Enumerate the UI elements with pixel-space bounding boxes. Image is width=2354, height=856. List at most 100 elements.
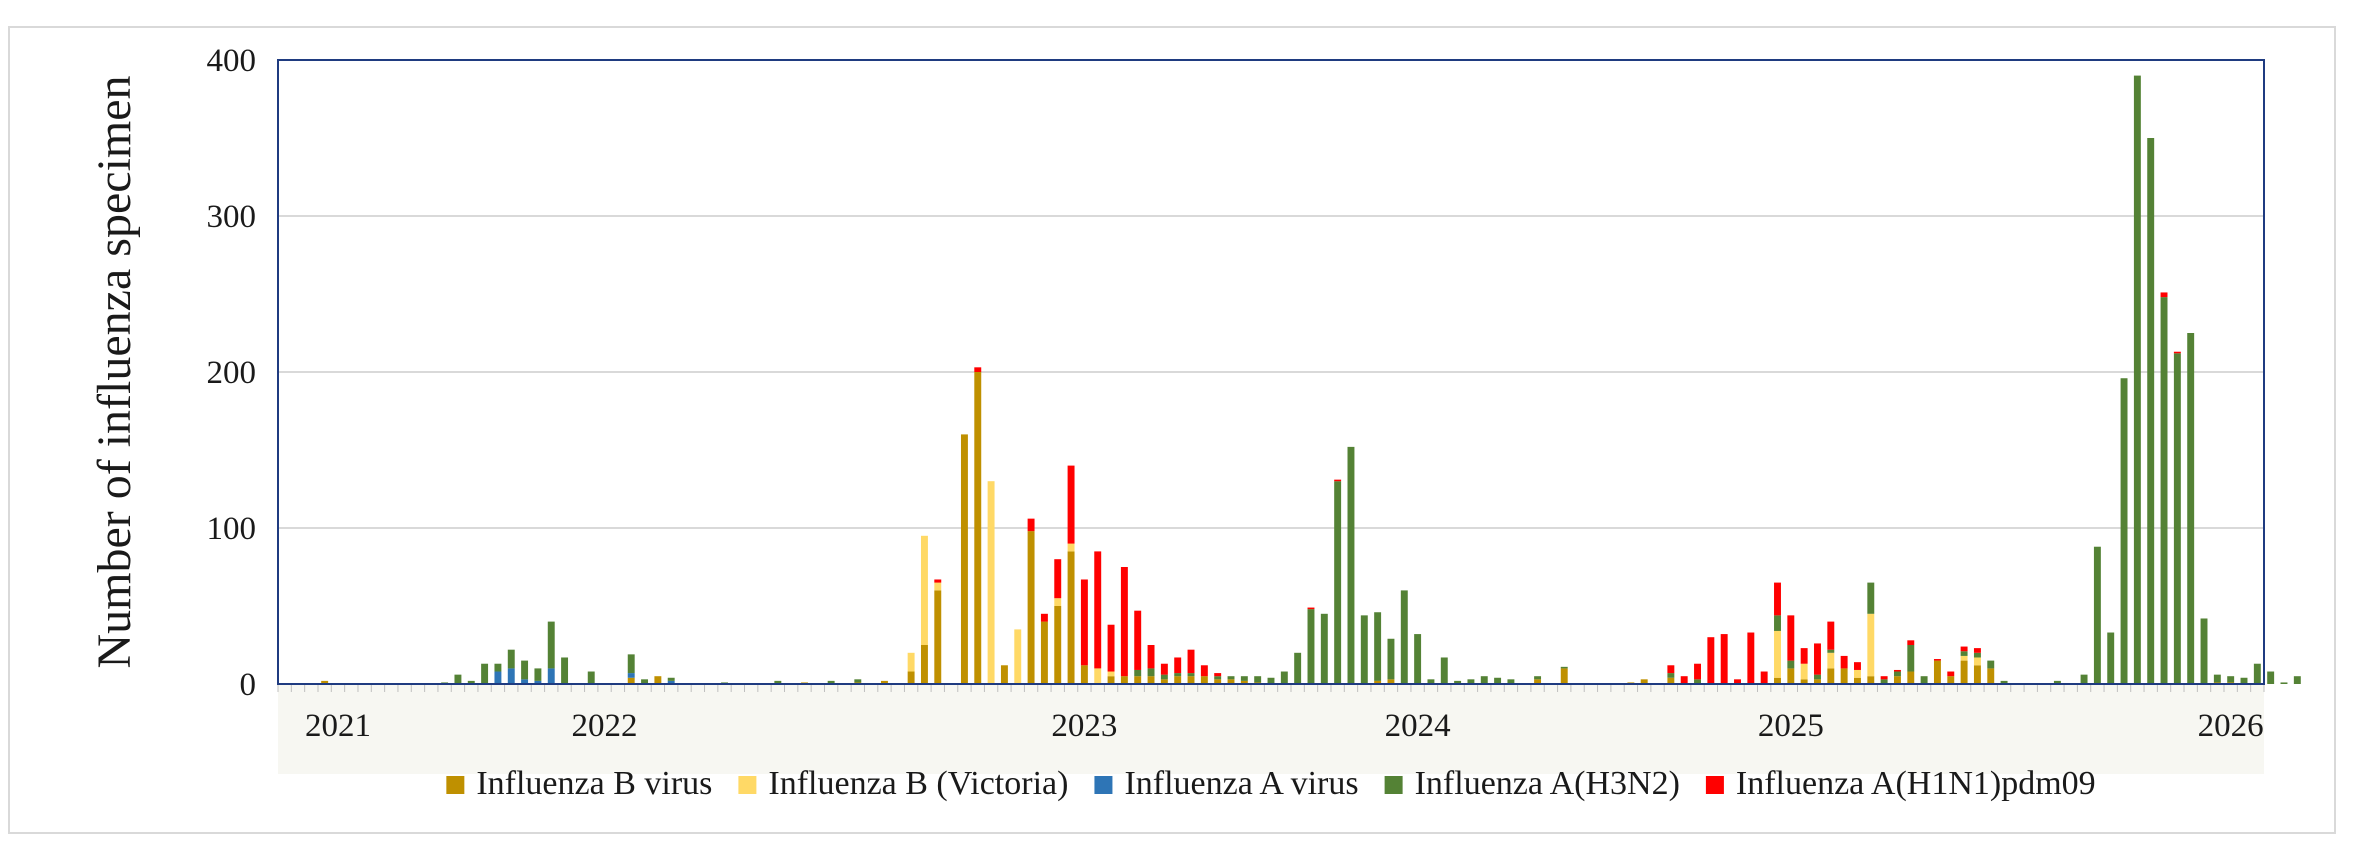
bar	[1187, 673, 1195, 677]
y-tick-label: 100	[207, 511, 257, 547]
bar	[547, 621, 555, 669]
legend-item-influenza-a-h3n2: Influenza A(H3N2)	[1384, 765, 1680, 802]
x-axis-year-labels: 2021 2022 2023 2024 2025 2026	[305, 708, 2264, 744]
bar	[627, 654, 635, 674]
bar	[1040, 621, 1048, 684]
bar	[1854, 669, 1861, 678]
bar	[1560, 668, 1568, 684]
bar	[1667, 665, 1675, 674]
bar	[1240, 676, 1248, 681]
legend-item-influenza-b-victoria: Influenza B (Victoria)	[738, 765, 1068, 802]
bar	[1254, 676, 1262, 683]
bar	[667, 680, 675, 684]
legend-label: Influenza B (Victoria)	[768, 765, 1068, 802]
bar	[1160, 663, 1168, 675]
series-influenza-b-virus	[321, 372, 2235, 684]
bar	[1374, 612, 1382, 681]
bar	[1307, 609, 1315, 684]
bar	[1187, 649, 1195, 674]
bar	[1134, 669, 1142, 677]
bar	[1360, 615, 1368, 684]
bar	[1120, 567, 1128, 677]
bar	[1214, 673, 1222, 677]
bar	[1827, 652, 1835, 669]
bar	[2240, 677, 2248, 684]
bar	[2107, 632, 2115, 684]
bar	[1787, 660, 1795, 669]
bar	[2293, 676, 2301, 684]
bar	[1067, 551, 1075, 684]
bar	[1827, 621, 1835, 650]
y-tick-label: 0	[240, 667, 257, 703]
bar	[494, 663, 502, 672]
figure-frame: 0 100 200 300 400 2021 2022 2023 2024 2025 2026 N…	[8, 26, 2336, 834]
bar	[1440, 657, 1448, 684]
y-axis-ticks: 0 100 200 300 400	[207, 43, 257, 703]
bar	[534, 668, 542, 681]
bar	[1160, 674, 1168, 680]
gridlines	[278, 59, 2264, 529]
bar	[1147, 676, 1155, 684]
bar	[1174, 657, 1182, 674]
bar	[1107, 671, 1115, 677]
bar	[1933, 659, 1941, 661]
bar	[1534, 676, 1542, 680]
bar	[880, 680, 888, 684]
bar	[507, 668, 515, 684]
bar	[1720, 634, 1728, 684]
bar	[1907, 671, 1915, 684]
bar	[1867, 676, 1875, 684]
year-label-2023: 2023	[1051, 708, 1117, 744]
bar	[2093, 546, 2101, 684]
series-influenza-a-h1n1-pdm09	[934, 292, 2181, 684]
bar	[1867, 613, 1875, 677]
bar	[321, 680, 329, 684]
bar	[1800, 679, 1808, 684]
year-label-2021: 2021	[305, 708, 371, 744]
legend-label: Influenza A(H3N2)	[1415, 765, 1680, 802]
bar	[1107, 676, 1115, 684]
bar	[1960, 655, 1968, 661]
bar	[627, 673, 635, 678]
bar	[1200, 665, 1208, 677]
bar	[1134, 610, 1142, 670]
bar	[1827, 649, 1835, 653]
bar	[854, 679, 862, 683]
bar	[2147, 138, 2155, 684]
bar	[1267, 677, 1275, 684]
bar	[521, 660, 529, 680]
bar	[1120, 676, 1128, 684]
bar	[534, 680, 542, 684]
bar	[507, 649, 515, 669]
bar	[587, 671, 595, 684]
year-label-2025: 2025	[1758, 708, 1824, 744]
bar	[654, 676, 662, 684]
bar	[974, 367, 982, 372]
bar	[2253, 663, 2261, 684]
bar	[1147, 668, 1155, 677]
bars	[321, 75, 2301, 685]
bar	[1760, 671, 1768, 684]
bar	[2160, 297, 2168, 684]
bar	[1814, 679, 1821, 684]
bar	[1467, 679, 1475, 684]
bar	[1014, 629, 1022, 684]
bar	[1347, 446, 1355, 684]
legend-swatch	[1384, 776, 1403, 794]
bar	[1880, 679, 1888, 684]
bar	[1667, 673, 1675, 678]
bar	[907, 652, 915, 672]
bar	[2120, 378, 2128, 684]
y-axis-title: Number of influenza specimen	[88, 75, 141, 668]
bar	[934, 590, 942, 684]
bar	[1933, 660, 1941, 684]
bar	[1800, 663, 1808, 680]
bar	[1334, 479, 1342, 482]
bar	[641, 679, 649, 684]
bar	[1920, 676, 1928, 684]
bar	[1054, 559, 1062, 599]
bar	[1973, 648, 1981, 653]
bar	[561, 657, 569, 684]
bar	[1427, 679, 1435, 684]
bar	[2227, 676, 2235, 683]
